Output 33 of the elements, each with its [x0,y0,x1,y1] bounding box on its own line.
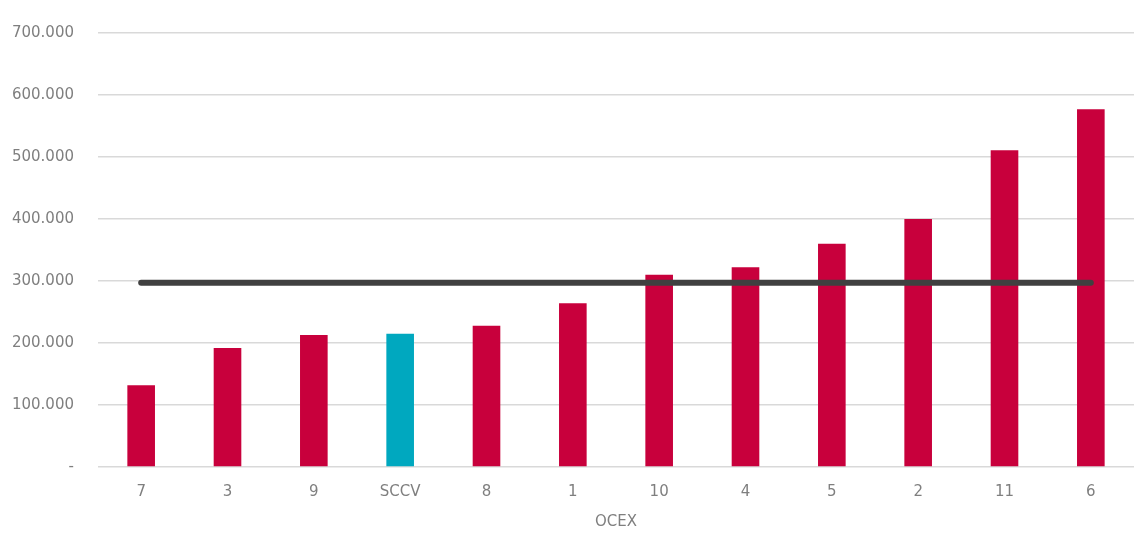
y-tick-label: 200.000 [11,332,74,351]
x-tick-label: SCCV [379,481,422,500]
bar [559,303,587,467]
x-tick-label: 8 [481,481,492,500]
bar [300,334,328,467]
x-tick-label: 4 [740,481,751,500]
y-tick-label: 400.000 [11,208,74,227]
y-tick-label: 300.000 [11,270,74,289]
x-tick-label: 1 [568,481,578,500]
bar [990,150,1019,467]
x-tick-label: 7 [136,481,146,500]
x-tick-label: 3 [222,481,233,500]
y-tick-label: 600.000 [11,84,74,103]
x-tick-label: 11 [994,481,1015,500]
bar [1077,109,1105,467]
y-tick-label: - [68,456,74,475]
bar [645,274,673,467]
y-tick-label: 100.000 [11,394,74,413]
bar [127,385,155,467]
bar [904,219,932,467]
x-tick-label: 5 [827,481,837,500]
x-tick-label: 9 [309,481,319,500]
bar [386,333,414,467]
x-tick-label: 10 [649,481,669,500]
x-axis-title: OCEX [594,511,638,530]
y-tick-label: 700.000 [11,22,74,41]
bar [472,325,501,467]
x-tick-label: 2 [913,481,923,500]
bar [213,347,242,467]
y-tick-label: 500.000 [11,146,74,165]
bar [818,243,846,467]
x-tick-label: 6 [1086,481,1096,500]
bar [731,267,760,467]
